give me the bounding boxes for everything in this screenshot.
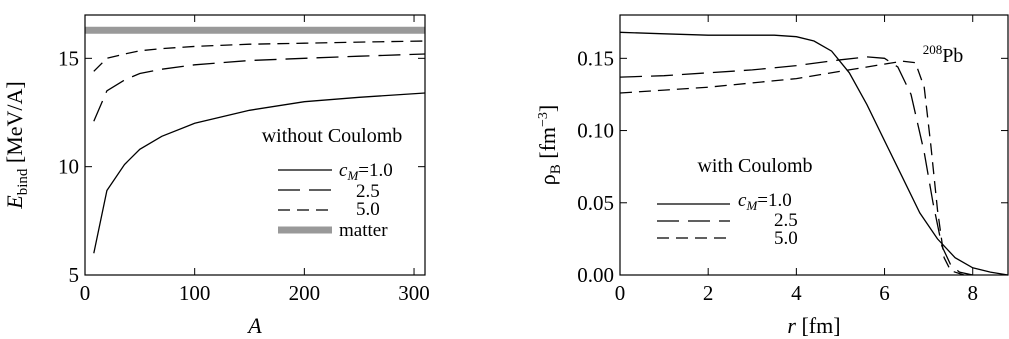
x-axis-label-text: A <box>246 313 262 338</box>
y-axis-label-sub: bind <box>15 168 31 195</box>
y-axis-label: Ebind [MeV/A] <box>2 81 31 210</box>
y-tick-label: 15 <box>58 46 79 70</box>
x-tick-label: 0 <box>80 281 91 305</box>
legend-label-1: 2.5 <box>356 181 380 202</box>
x-tick-label: 0 <box>615 281 626 305</box>
legend-label-0-val: =1.0 <box>757 190 791 211</box>
legend-label-0: cM=1.0 <box>738 190 792 213</box>
panel-right: 0 2 4 6 80.000.050.100.15r [fm]ρB [fm−3]with… <box>535 14 1009 338</box>
y-axis-label: ρB [fm−3] <box>535 105 564 186</box>
series-line-1 <box>93 53 426 122</box>
plot-frame <box>84 14 426 276</box>
x-axis-label: r [fm] <box>787 313 840 338</box>
y-tick-label: 10 <box>58 155 79 179</box>
annotation-without-coulomb: without Coulomb <box>262 125 403 147</box>
legend-label-0-sub: M <box>346 168 359 183</box>
x-tick-label: 4 <box>791 281 802 305</box>
x-axis-label: A <box>246 313 262 338</box>
x-tick-label: 6 <box>879 281 890 305</box>
x-tick-label: 300 <box>398 281 430 305</box>
legend-label-0-sub: M <box>745 198 758 213</box>
y-tick-label: 5 <box>69 263 80 287</box>
y-axis-label-main: E <box>2 195 27 210</box>
x-tick-label: 200 <box>289 281 321 305</box>
nucleus-label-main: Pb <box>942 45 963 67</box>
legend-label-2: 5.0 <box>356 199 380 220</box>
x-tick-label: 100 <box>179 281 211 305</box>
x-tick-label: 8 <box>967 281 978 305</box>
y-tick-label: 0.15 <box>577 46 614 70</box>
legend-label-0: cM=1.0 <box>339 160 393 183</box>
x-axis-label-unit: [fm] <box>796 313 841 338</box>
series-line-2 <box>619 60 965 276</box>
panel-left: 0 100 200 300 5 10 15 A Ebind [MeV/A] without Cou… <box>2 14 430 338</box>
y-axis-label-unit: [fm <box>535 127 560 164</box>
legend-label-3: matter <box>339 220 388 241</box>
legend-label-0-val: =1.0 <box>358 160 392 181</box>
y-axis-label-main: ρ <box>535 174 560 185</box>
legend-label-0-c: c <box>339 160 348 181</box>
y-tick-label: 0.10 <box>577 119 614 143</box>
legend-label-0-c: c <box>738 190 747 211</box>
y-axis-label-sub: B <box>548 164 564 174</box>
series-line-2 <box>93 40 426 72</box>
plot-frame <box>619 14 1009 276</box>
y-tick-label: 0.05 <box>577 191 614 215</box>
series-line-0 <box>93 92 426 254</box>
y-tick-label: 0.00 <box>577 263 614 287</box>
x-axis-label-var: r <box>787 313 796 338</box>
annotation-with-coulomb: with Coulomb <box>697 155 812 177</box>
series-line-1 <box>619 56 973 276</box>
y-axis-label-sup: −3 <box>536 112 551 127</box>
legend-label-1: 2.5 <box>774 210 798 231</box>
nucleus-label-sup: 208 <box>923 42 943 57</box>
y-axis-label-unit-end: ] <box>535 105 560 112</box>
nucleus-label: 208Pb <box>923 42 964 67</box>
legend-label-2: 5.0 <box>774 228 798 249</box>
y-axis-label-unit: [MeV/A] <box>2 81 27 168</box>
x-tick-label: 2 <box>703 281 714 305</box>
series-line-0 <box>619 31 1009 276</box>
